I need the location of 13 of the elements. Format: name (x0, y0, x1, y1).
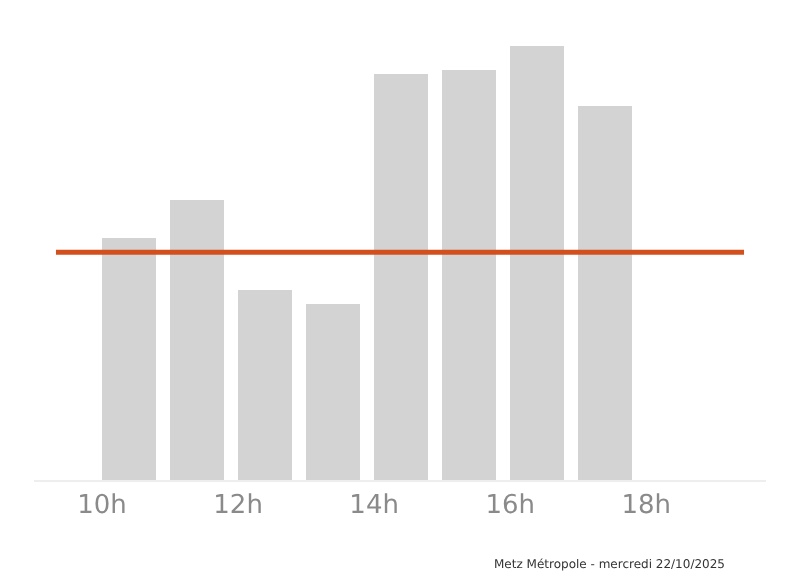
x-tick-label: 14h (349, 491, 399, 522)
x-tick-label: 16h (485, 491, 535, 522)
bar (238, 290, 292, 480)
bar (306, 304, 360, 480)
bar (170, 200, 224, 480)
x-tick-label: 18h (621, 491, 672, 522)
bar (510, 46, 564, 480)
bar (442, 70, 496, 480)
bar (374, 74, 428, 480)
bar (102, 238, 156, 480)
x-tick-label: 12h (213, 491, 263, 522)
bar (578, 106, 632, 480)
x-tick-label: 10h (77, 491, 127, 522)
